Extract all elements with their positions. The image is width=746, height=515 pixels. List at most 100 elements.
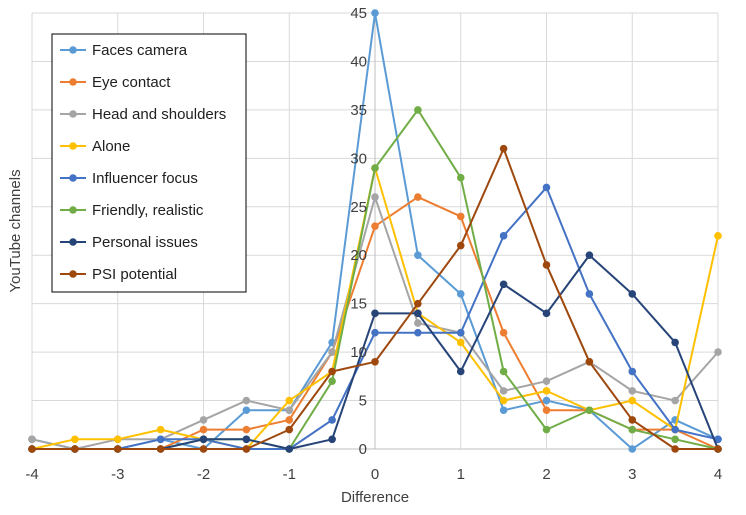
data-point bbox=[371, 164, 379, 172]
data-point bbox=[414, 299, 422, 308]
y-tick-label: 10 bbox=[350, 344, 367, 361]
data-point bbox=[328, 367, 336, 376]
x-tick-label: -4 bbox=[25, 466, 38, 483]
data-point bbox=[28, 445, 36, 453]
y-tick-label: 25 bbox=[350, 199, 367, 216]
data-point bbox=[456, 241, 465, 250]
data-point bbox=[71, 445, 79, 453]
data-point bbox=[542, 406, 551, 415]
data-point bbox=[499, 280, 508, 289]
y-tick-label: 45 bbox=[350, 5, 367, 22]
data-point bbox=[414, 193, 422, 201]
data-point bbox=[585, 358, 594, 366]
y-tick-label: 40 bbox=[350, 53, 367, 70]
data-point bbox=[456, 338, 465, 347]
legend-item: Alone bbox=[60, 138, 130, 155]
x-tick-label: -1 bbox=[283, 466, 296, 483]
data-point bbox=[371, 222, 379, 230]
y-tick-label: 35 bbox=[350, 102, 367, 119]
x-axis-title: Difference bbox=[341, 489, 409, 506]
data-point bbox=[371, 358, 379, 366]
x-tick-label: 0 bbox=[371, 466, 379, 483]
legend-item: Faces camera bbox=[60, 42, 188, 59]
data-point bbox=[199, 425, 208, 434]
legend: Faces camera Eye contact Head and shoulder… bbox=[51, 33, 247, 293]
legend-box bbox=[51, 33, 247, 293]
data-point bbox=[414, 106, 422, 114]
legend-swatch-marker bbox=[69, 174, 77, 182]
data-point bbox=[585, 290, 594, 298]
data-point bbox=[414, 309, 422, 318]
legend-item: Influencer focus bbox=[60, 170, 198, 187]
data-point bbox=[542, 387, 551, 395]
legend-swatch-marker bbox=[69, 142, 77, 150]
data-point bbox=[628, 367, 637, 376]
data-point bbox=[371, 328, 379, 337]
data-point bbox=[456, 367, 465, 376]
data-point bbox=[414, 251, 422, 260]
data-point bbox=[671, 425, 679, 434]
data-point bbox=[371, 193, 379, 201]
data-point bbox=[542, 377, 551, 385]
data-point bbox=[499, 387, 508, 395]
data-point bbox=[328, 348, 336, 356]
series-layer bbox=[28, 9, 722, 453]
data-point bbox=[671, 445, 679, 453]
data-point bbox=[542, 425, 551, 434]
y-tick-label: 15 bbox=[350, 296, 367, 313]
data-point bbox=[542, 309, 551, 318]
data-point bbox=[242, 425, 251, 434]
x-tick-label: -3 bbox=[111, 466, 124, 483]
data-point bbox=[714, 445, 722, 453]
data-point bbox=[671, 396, 679, 405]
data-point bbox=[714, 348, 722, 356]
legend-label: Eye contact bbox=[92, 74, 171, 91]
data-point bbox=[628, 290, 637, 298]
data-point bbox=[199, 416, 208, 424]
y-tick-label: 0 bbox=[359, 441, 367, 458]
y-axis-title: YouTube channels bbox=[7, 169, 24, 292]
legend-swatch-marker bbox=[69, 270, 77, 278]
legend-item: Friendly, realistic bbox=[60, 202, 204, 219]
data-point bbox=[199, 435, 208, 444]
data-point bbox=[628, 396, 637, 405]
data-point bbox=[585, 251, 594, 260]
data-point bbox=[628, 416, 637, 424]
x-tick-label: 3 bbox=[628, 466, 636, 483]
data-point bbox=[285, 406, 294, 415]
x-tick-label: 2 bbox=[542, 466, 550, 483]
data-point bbox=[156, 425, 165, 434]
data-point bbox=[456, 290, 465, 298]
data-point bbox=[414, 319, 422, 327]
legend-label: Faces camera bbox=[92, 42, 188, 59]
data-point bbox=[542, 396, 551, 405]
data-point bbox=[499, 396, 508, 405]
data-point bbox=[499, 232, 508, 240]
data-point bbox=[113, 435, 122, 444]
data-point bbox=[71, 435, 79, 444]
data-point bbox=[28, 435, 36, 444]
data-point bbox=[328, 377, 336, 385]
legend-label: PSI potential bbox=[92, 266, 177, 283]
data-point bbox=[714, 232, 722, 240]
data-point bbox=[542, 261, 551, 269]
data-point bbox=[456, 328, 465, 337]
legend-swatch-marker bbox=[69, 206, 77, 214]
data-point bbox=[671, 435, 679, 444]
series-psi-potential bbox=[28, 144, 722, 453]
legend-label: Alone bbox=[92, 138, 130, 155]
legend-item: Head and shoulders bbox=[60, 106, 226, 123]
data-point bbox=[499, 406, 508, 415]
x-tick-label: 1 bbox=[457, 466, 465, 483]
data-point bbox=[499, 144, 508, 153]
data-point bbox=[371, 309, 379, 318]
data-point bbox=[628, 387, 637, 395]
data-point bbox=[371, 9, 379, 17]
legend-label: Head and shoulders bbox=[92, 106, 226, 123]
legend-label: Personal issues bbox=[92, 234, 198, 251]
data-point bbox=[456, 173, 465, 182]
data-point bbox=[542, 183, 551, 192]
data-point bbox=[628, 425, 637, 434]
legend-item: Personal issues bbox=[60, 234, 198, 251]
